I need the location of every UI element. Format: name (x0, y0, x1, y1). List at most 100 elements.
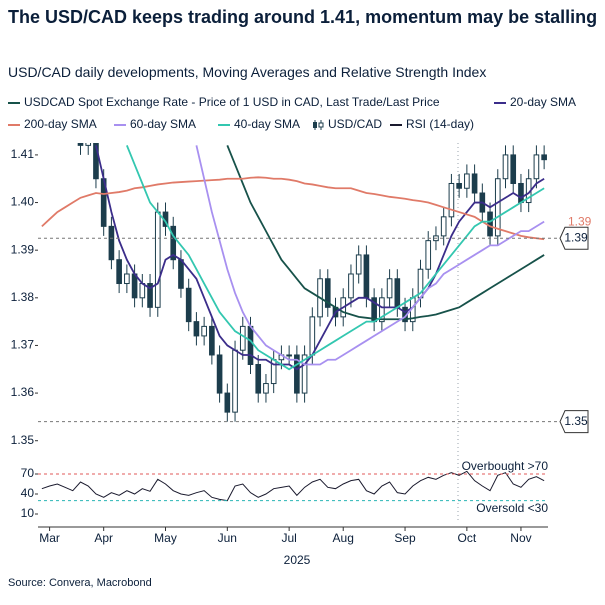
y-tick-label: 1.38 (11, 290, 35, 304)
candle-body (178, 259, 184, 289)
candle-body (355, 254, 362, 275)
candle-body (471, 173, 478, 194)
y-tick-label: 40 (21, 486, 35, 500)
y-tick-label: 1.36 (11, 385, 35, 399)
candle-body (247, 325, 254, 365)
candle-body (170, 225, 177, 261)
candle-body (131, 273, 138, 299)
candle-body (147, 283, 153, 308)
candle-body (216, 354, 223, 394)
series-line (95, 145, 545, 371)
candle-body (139, 283, 146, 299)
candle-body (448, 182, 455, 218)
candle-body (116, 259, 122, 285)
candle-body (502, 154, 509, 180)
candle-body (494, 178, 501, 237)
x-tick-label: Jun (218, 531, 237, 545)
source-note: Source: Convera, Macrobond (8, 577, 152, 589)
chart-title: The USD/CAD keeps trading around 1.41, m… (8, 7, 598, 27)
candle-body (239, 325, 246, 351)
candle-body (294, 354, 300, 394)
series-line (226, 145, 545, 321)
candle-body (70, 69, 75, 83)
candle-body (93, 143, 99, 180)
end-label: 1.39 (568, 214, 592, 228)
candle-body (124, 273, 130, 285)
candle-body (232, 349, 238, 413)
x-tick-label: Mar (39, 531, 60, 545)
legend-label: USD/CAD (328, 117, 382, 131)
x-axis-label: 2025 (284, 553, 311, 567)
candle-body (185, 287, 192, 323)
legend-label: 20-day SMA (510, 95, 576, 109)
candle-body (255, 363, 262, 394)
candle-body (425, 240, 432, 270)
series-line (126, 145, 545, 371)
candle-body (309, 316, 316, 356)
x-tick-label: Jul (281, 531, 296, 545)
candle-body (510, 154, 517, 184)
candle-body (193, 321, 200, 337)
x-tick-label: May (154, 531, 177, 545)
candle-body (85, 143, 92, 146)
candle-body (487, 211, 493, 237)
candle-body (209, 325, 215, 356)
candle-body (301, 354, 308, 394)
candle-body (108, 225, 115, 261)
legend-label: 200-day SMA (24, 117, 97, 131)
legend-label: 40-day SMA (234, 117, 300, 131)
x-tick-label: Apr (94, 531, 113, 545)
candle-body (533, 154, 540, 180)
candle-body (440, 216, 447, 237)
y-tick-label: 1.39 (11, 242, 35, 256)
candle-body (47, 36, 52, 50)
price-panel (40, 36, 547, 422)
candle-body (386, 278, 393, 299)
candle-body (348, 273, 354, 299)
legend-label: USDCAD Spot Exchange Rate - Price of 1 U… (24, 95, 440, 109)
level-label: 1.39 (564, 230, 588, 244)
y-tick-label: 1.35 (11, 433, 35, 447)
level-box (559, 226, 589, 250)
candle-body (456, 182, 462, 189)
x-tick-label: Sep (394, 531, 416, 545)
legend-label: RSI (14-day) (406, 117, 474, 131)
level-label: 1.35 (564, 414, 588, 428)
series-line (41, 470, 545, 502)
level-label: Oversold <30 (476, 501, 548, 515)
candle-body (379, 297, 385, 323)
candle-body (154, 211, 161, 308)
x-tick-label: Nov (510, 531, 531, 545)
x-tick-label: Oct (458, 531, 477, 545)
candle-body (363, 254, 370, 299)
candle-body (263, 383, 269, 394)
candle-body (63, 60, 68, 70)
x-tick-label: Aug (333, 531, 354, 545)
candle-body (518, 182, 524, 204)
chart-subtitle: USD/CAD daily developments, Moving Avera… (8, 64, 487, 80)
candle-body (286, 354, 292, 357)
series-line (41, 176, 545, 241)
candle-body (201, 325, 207, 337)
y-tick-label: 1.37 (11, 338, 35, 352)
candle-body (394, 278, 401, 308)
series-line (195, 145, 545, 366)
y-tick-label: 70 (21, 466, 35, 480)
candle-body (55, 36, 60, 60)
level-label: Overbought >70 (462, 459, 549, 473)
candle-body (541, 154, 547, 161)
candle-body (40, 50, 45, 69)
level-box (559, 410, 589, 434)
legend-swatch (318, 122, 324, 128)
legend-label: 60-day SMA (130, 117, 196, 131)
candle-body (77, 143, 84, 146)
legend-swatch (313, 122, 317, 128)
candle-body (324, 278, 331, 308)
candle-body (224, 392, 231, 413)
y-tick-label: 10 (21, 506, 35, 520)
y-tick-label: 1.41 (11, 147, 35, 161)
y-tick-label: 1.40 (11, 195, 35, 209)
candle-body (464, 173, 470, 189)
